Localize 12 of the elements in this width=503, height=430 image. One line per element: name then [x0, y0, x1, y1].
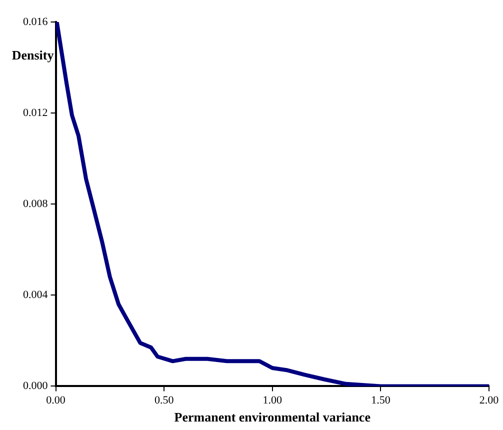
y-axis-title: Density [12, 47, 54, 62]
x-tick-label: 1.50 [371, 394, 391, 407]
y-tick-label: 0.000 [23, 380, 48, 392]
y-tick-label: 0.008 [23, 198, 48, 210]
y-tick-label: 0.012 [23, 106, 48, 119]
x-tick-label: 0.50 [154, 394, 174, 407]
x-tick-label: 2.00 [479, 394, 500, 407]
x-axis-title: Permanent environmental variance [174, 410, 371, 425]
x-tick-label: 0.00 [46, 394, 66, 407]
y-tick-label: 0.016 [23, 16, 48, 28]
x-tick-label: 1.00 [262, 394, 282, 407]
y-tick-label: 0.004 [23, 289, 48, 302]
